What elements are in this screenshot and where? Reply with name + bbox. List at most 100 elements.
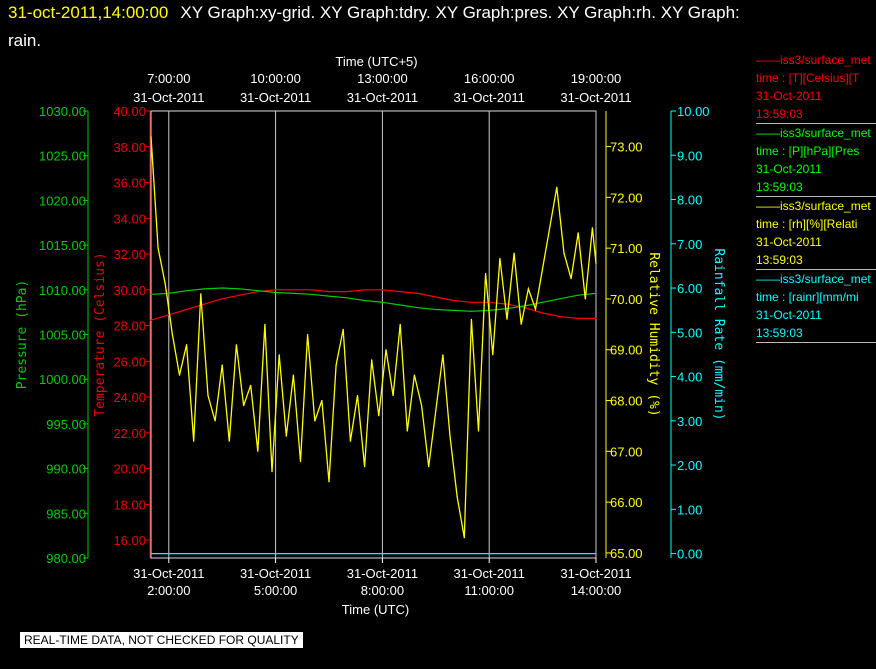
- rh-data-point: [584, 298, 586, 300]
- x-tick-label-time: 2:00:00: [147, 583, 190, 598]
- x-axis-label: Time (UTC): [342, 602, 409, 617]
- pressure-tick-label: 1000.00: [39, 372, 86, 387]
- pressure-data-point: [577, 294, 579, 296]
- x-tick-label-time: 11:00:00: [464, 583, 514, 598]
- rh-data-point: [470, 318, 472, 320]
- rain-tick-label: 9.00: [677, 148, 702, 163]
- pressure-tick-label: 1025.00: [39, 149, 86, 164]
- temperature-tick-label: 18.00: [113, 497, 146, 512]
- legend-entry-line1: ——iss3/surface_met: [756, 272, 871, 286]
- pressure-data-point: [399, 304, 401, 306]
- x-top-tick-label-date: 31-Oct-2011: [560, 90, 631, 105]
- temperature-data-point: [328, 291, 330, 293]
- temperature-series-line: [150, 289, 596, 321]
- rh-data-point: [278, 354, 280, 356]
- x-tick-label-time: 14:00:00: [571, 583, 622, 598]
- temperature-tick-label: 24.00: [113, 390, 146, 405]
- rain-tick-label: 10.00: [677, 104, 710, 119]
- temperature-tick-label: 26.00: [113, 354, 146, 369]
- legend-entry-line2: time : [rainr][mm/mi: [756, 290, 859, 304]
- rh-data-point: [549, 227, 551, 229]
- rh-data-point: [299, 460, 302, 463]
- rain-tick-label: 7.00: [677, 237, 702, 252]
- rh-data-point: [214, 420, 216, 422]
- temperature-data-point: [542, 312, 544, 314]
- rh-data-point: [371, 359, 373, 361]
- pressure-tick-label: 980.00: [46, 551, 86, 566]
- temperature-tick-label: 30.00: [113, 283, 146, 298]
- plot-frame: [150, 110, 597, 559]
- rain-tick-label: 1.00: [677, 502, 702, 517]
- rh-data-point: [442, 354, 444, 356]
- temperature-data-point: [506, 303, 508, 305]
- rain-tick-label: 4.00: [677, 370, 702, 385]
- temperature-data-point: [470, 301, 472, 303]
- rh-data-point: [542, 267, 544, 270]
- rh-data-point: [193, 440, 195, 442]
- rh-data-point: [595, 262, 597, 264]
- temperature-data-point: [559, 316, 562, 318]
- rh-data-point: [513, 252, 515, 254]
- rh-data-point: [271, 471, 273, 473]
- temperature-data-point: [399, 291, 401, 293]
- pressure-data-point: [595, 292, 597, 294]
- x-top-tick-label-time: 16:00:00: [464, 71, 515, 86]
- legend-entry-line3: 31-Oct-2011: [756, 89, 822, 103]
- graph-title-line1: XY Graph:xy-grid. XY Graph:tdry. XY Grap…: [180, 3, 740, 22]
- rh-data-point: [520, 323, 522, 325]
- x-tick-label-date: 31-Oct-2011: [240, 566, 311, 581]
- rh-data-point: [413, 374, 415, 376]
- rh-data-point: [378, 415, 380, 417]
- pressure-tick-label: 1015.00: [39, 238, 86, 253]
- pressure-tick-label: 1010.00: [39, 283, 86, 298]
- rh-data-point: [556, 186, 558, 188]
- rh-data-point: [200, 293, 202, 295]
- rain-data-point: [150, 553, 152, 555]
- pressure-data-point: [506, 308, 508, 310]
- temperature-data-point: [577, 317, 579, 319]
- rain-data-point: [595, 553, 597, 555]
- rain-tick-label: 5.00: [677, 325, 702, 340]
- pressure-data-point: [292, 292, 294, 294]
- rh-data-point: [328, 481, 330, 483]
- temperature-data-point: [310, 289, 312, 291]
- x-top-tick-label-time: 19:00:00: [571, 71, 622, 86]
- legend-entry: ——iss3/surface_met time : [rh][%][Relati 3…: [756, 197, 876, 270]
- pressure-tick-label: 1005.00: [39, 328, 86, 343]
- temperature-data-point: [275, 289, 277, 291]
- x-tick-label-time: 8:00:00: [361, 583, 404, 598]
- pressure-tick-label: 990.00: [46, 462, 86, 477]
- x-top-tick-label-date: 31-Oct-2011: [133, 90, 204, 105]
- rh-data-point: [335, 364, 337, 366]
- pressure-tick-label: 1020.00: [39, 193, 86, 208]
- rh-data-point: [570, 278, 572, 280]
- rh-data-point: [150, 135, 152, 137]
- pressure-data-point: [435, 308, 437, 311]
- rh-data-point: [428, 466, 430, 468]
- legend-entry-line3: 31-Oct-2011: [756, 235, 822, 249]
- legend-entry-line2: time : [P][hPa][Pres: [756, 144, 860, 158]
- rh-data-point: [307, 333, 309, 336]
- pressure-data-point: [239, 288, 241, 290]
- legend-entry-line3: 31-Oct-2011: [756, 308, 822, 322]
- pressure-data-point: [542, 301, 544, 303]
- rh-data-point: [264, 323, 266, 325]
- rh-data-point: [157, 247, 159, 249]
- x-top-tick-label-date: 31-Oct-2011: [347, 90, 418, 105]
- rh-data-point: [463, 537, 465, 539]
- pressure-axis-title: Pressure (hPa): [15, 280, 30, 390]
- legend-entry: ——iss3/surface_met time : [T][Celsius][T 3…: [756, 51, 876, 124]
- rh-series-line: [150, 136, 597, 538]
- rh-tick-label: 73.00: [610, 140, 643, 155]
- rh-tick-label: 67.00: [610, 444, 643, 459]
- rain-tick-label: 8.00: [677, 193, 702, 208]
- rh-data-point: [591, 227, 594, 229]
- pressure-data-point: [257, 290, 259, 292]
- temperature-tick-label: 36.00: [113, 176, 146, 191]
- pressure-tick-label: 1030.00: [39, 104, 86, 119]
- rain-tick-label: 0.00: [677, 547, 702, 562]
- rh-data-point: [221, 364, 223, 366]
- legend-entry-line4: 13:59:03: [756, 107, 803, 121]
- pressure-data-point: [364, 299, 366, 302]
- graph-title: 31-oct-2011,14:00:00 XY Graph:xy-grid. XY…: [8, 3, 876, 23]
